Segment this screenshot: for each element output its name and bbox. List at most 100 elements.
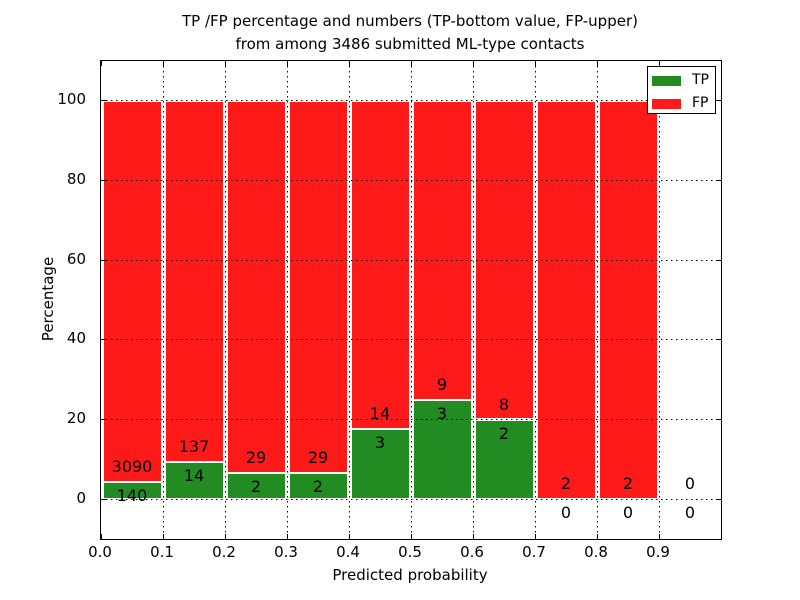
bar-segment-fp [412, 100, 472, 400]
fp-count-label: 2 [622, 474, 634, 494]
fp-count-label: 29 [245, 448, 267, 468]
x-tick-mark-top [348, 61, 350, 66]
x-tick-label: 0.4 [336, 543, 360, 561]
x-tick-label: 0.9 [646, 543, 670, 561]
x-tick-mark-bottom [100, 534, 102, 539]
tp-count-label: 14 [183, 466, 205, 486]
fp-count-label: 14 [369, 403, 391, 423]
bar-segment-fp [350, 100, 410, 429]
tp-count-label: 140 [116, 485, 148, 505]
grid-line-x [472, 61, 474, 539]
tp-count-label: 0 [560, 503, 572, 523]
fp-count-label: 2 [560, 474, 572, 494]
tp-count-label: 2 [498, 423, 510, 443]
fp-count-label: 29 [307, 448, 329, 468]
x-tick-mark-top [596, 61, 598, 66]
grid-line-x [596, 61, 598, 539]
y-tick-mark-left [101, 419, 106, 420]
y-tick-label: 60 [66, 249, 86, 268]
y-tick-mark-left [101, 100, 106, 102]
fp-count-label: 137 [178, 437, 210, 457]
x-tick-label: 0.5 [398, 543, 422, 561]
x-tick-mark-top [162, 61, 164, 66]
bar-segment-tp [412, 399, 472, 500]
grid-line-x [410, 61, 412, 539]
x-tick-mark-top [100, 61, 102, 66]
legend-entry-tp: TP [648, 72, 715, 88]
tp-count-label: 0 [684, 503, 696, 523]
x-tick-label: 0.1 [150, 543, 174, 561]
x-axis-label: Predicted probability [332, 566, 488, 584]
y-tick-label: 40 [66, 329, 86, 348]
legend-label-fp: FP [692, 95, 709, 111]
chart-title: TP /FP percentage and numbers (TP-bottom… [100, 10, 720, 56]
y-tick-label: 20 [66, 409, 86, 427]
x-tick-label: 0.6 [460, 543, 484, 561]
x-tick-mark-bottom [348, 534, 350, 539]
bar-segment-fp [598, 100, 658, 500]
bar-segment-tp [350, 428, 410, 500]
bar-segment-tp [226, 473, 286, 500]
x-tick-mark-bottom [658, 534, 660, 539]
x-tick-label: 0.3 [274, 543, 298, 561]
y-tick-mark-left [101, 180, 106, 181]
tp-count-label: 2 [250, 477, 262, 497]
y-tick-label: 100 [57, 90, 86, 109]
x-tick-mark-top [534, 61, 536, 66]
legend-swatch-fp [652, 99, 681, 109]
tp-count-label: 3 [374, 432, 386, 452]
bar-segment-fp [288, 100, 348, 474]
x-tick-mark-bottom [472, 534, 474, 539]
bar-segment-fp [536, 100, 596, 500]
y-tick-mark-right [716, 419, 721, 420]
x-tick-mark-bottom [534, 534, 536, 539]
y-tick-mark-right [716, 180, 721, 181]
x-tick-label: 0.0 [88, 543, 112, 561]
bar-segment-fp [102, 100, 162, 482]
x-tick-mark-top [224, 61, 226, 66]
x-tick-mark-bottom [286, 534, 288, 539]
legend-entry-fp: FP [648, 95, 715, 111]
chart-title-line1: TP /FP percentage and numbers (TP-bottom… [182, 12, 638, 30]
y-tick-mark-left [101, 339, 106, 341]
y-tick-mark-right [716, 259, 721, 261]
grid-line-x [162, 61, 164, 539]
y-tick-mark-left [101, 498, 106, 500]
tp-count-label: 2 [312, 477, 324, 497]
x-tick-mark-bottom [410, 534, 412, 539]
x-tick-mark-top [410, 61, 412, 66]
x-tick-mark-bottom [162, 534, 164, 539]
chart-title-line2: from among 3486 submitted ML-type contac… [235, 35, 585, 53]
plot-area: 3090 140 137 14 29 2 29 2 14 3 9 3 8 2 2 0 2 0 0 0 [100, 60, 722, 540]
x-tick-mark-top [286, 61, 288, 66]
x-tick-label: 0.8 [584, 543, 608, 561]
y-tick-label: 80 [66, 170, 86, 188]
fp-count-label: 3090 [111, 456, 153, 476]
fp-count-label: 9 [436, 374, 448, 394]
bar-segment-fp [226, 100, 286, 474]
grid-line-x [534, 61, 536, 539]
x-tick-label: 0.2 [212, 543, 236, 561]
y-tick-mark-right [716, 498, 721, 500]
legend-swatch-tp [652, 76, 681, 86]
fp-count-label: 8 [498, 394, 510, 414]
grid-line-x [348, 61, 350, 539]
bar-segment-tp [102, 481, 162, 500]
bar-segment-tp [474, 419, 534, 500]
bar-segment-tp [288, 473, 348, 500]
y-tick-mark-right [716, 339, 721, 341]
tp-count-label: 0 [622, 503, 634, 523]
grid-line-x [658, 61, 660, 539]
x-tick-label: 0.7 [522, 543, 546, 561]
legend: TP FP [647, 66, 716, 114]
x-tick-mark-top [472, 61, 474, 66]
tp-count-label: 3 [436, 403, 448, 423]
x-tick-mark-bottom [224, 534, 226, 539]
y-tick-mark-right [716, 100, 721, 102]
legend-label-tp: TP [692, 72, 709, 88]
y-tick-mark-left [101, 259, 106, 261]
bar-segment-fp [164, 100, 224, 463]
x-tick-mark-bottom [596, 534, 598, 539]
bar-segment-tp [164, 462, 224, 500]
